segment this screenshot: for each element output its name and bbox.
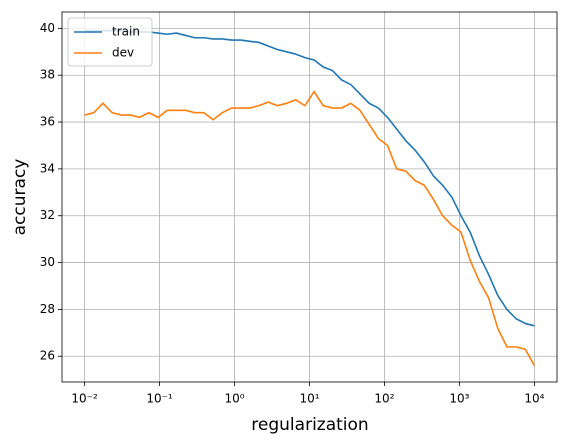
x-tick-label: 10⁰ <box>224 392 244 406</box>
x-tick-label: 10⁻¹ <box>146 392 173 406</box>
x-tick-label: 10⁴ <box>524 392 544 406</box>
x-tick-label: 10⁻² <box>71 392 98 406</box>
y-tick-label: 36 <box>40 115 55 129</box>
y-tick-label: 40 <box>40 21 55 35</box>
legend-label: dev <box>112 46 134 60</box>
y-tick-label: 38 <box>40 68 55 82</box>
y-tick-label: 30 <box>40 255 55 269</box>
x-axis-label: regularization <box>251 415 368 435</box>
legend-label: train <box>112 25 140 39</box>
y-axis-label: accuracy <box>10 159 30 236</box>
line <box>84 90 536 366</box>
y-tick-label: 28 <box>40 302 55 316</box>
line <box>84 29 535 327</box>
y-tick-label: 32 <box>40 208 55 222</box>
x-tick-label: 10² <box>374 392 394 406</box>
x-tick-label: 10¹ <box>299 392 319 406</box>
legend-box <box>67 17 153 67</box>
y-tick-label: 26 <box>40 349 55 363</box>
y-tick-label: 34 <box>40 161 55 175</box>
plot-frame <box>61 11 558 383</box>
x-tick-label: 10³ <box>449 392 469 406</box>
